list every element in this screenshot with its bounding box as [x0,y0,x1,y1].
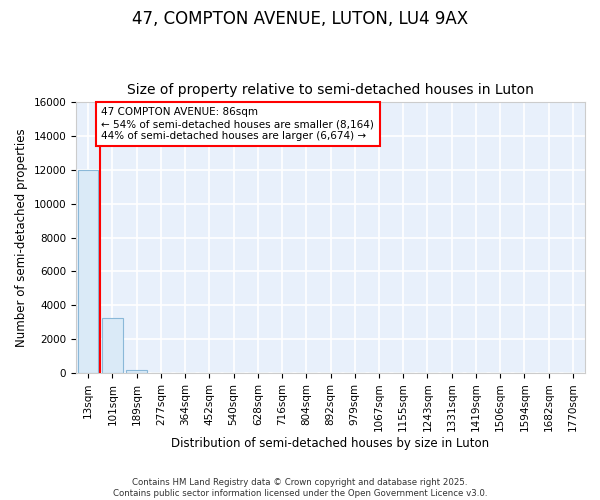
Y-axis label: Number of semi-detached properties: Number of semi-detached properties [15,128,28,347]
Bar [78,170,98,373]
Title: Size of property relative to semi-detached houses in Luton: Size of property relative to semi-detach… [127,83,534,97]
Bar [127,370,147,373]
X-axis label: Distribution of semi-detached houses by size in Luton: Distribution of semi-detached houses by … [172,437,490,450]
Text: 47 COMPTON AVENUE: 86sqm
← 54% of semi-detached houses are smaller (8,164)
44% o: 47 COMPTON AVENUE: 86sqm ← 54% of semi-d… [101,108,374,140]
Text: Contains HM Land Registry data © Crown copyright and database right 2025.
Contai: Contains HM Land Registry data © Crown c… [113,478,487,498]
Text: 47, COMPTON AVENUE, LUTON, LU4 9AX: 47, COMPTON AVENUE, LUTON, LU4 9AX [132,10,468,28]
Bar [102,318,122,373]
